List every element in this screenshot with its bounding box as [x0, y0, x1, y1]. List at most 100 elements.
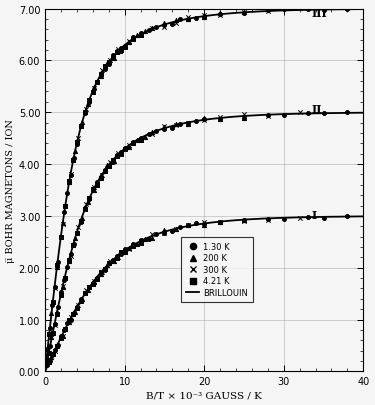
Point — [106, 61, 112, 68]
Point — [68, 253, 74, 259]
Point — [118, 249, 124, 256]
Point — [150, 26, 156, 32]
Point — [94, 79, 100, 86]
Point — [161, 24, 167, 31]
X-axis label: B/T × 10⁻³ GAUSS / K: B/T × 10⁻³ GAUSS / K — [146, 390, 262, 399]
Point — [185, 222, 191, 229]
Point — [74, 141, 80, 148]
Point — [161, 230, 167, 237]
Point — [78, 218, 84, 224]
Point — [106, 60, 112, 66]
Point — [58, 290, 64, 296]
Point — [98, 175, 104, 181]
Point — [122, 249, 128, 256]
Point — [79, 215, 85, 222]
Point — [60, 220, 66, 226]
Point — [304, 7, 310, 13]
Point — [106, 260, 112, 266]
Point — [126, 40, 132, 47]
Point — [146, 28, 152, 34]
Point — [201, 13, 207, 19]
Point — [153, 25, 159, 32]
Point — [60, 283, 66, 289]
Point — [265, 217, 271, 224]
Point — [161, 227, 167, 234]
Point — [126, 38, 132, 45]
Point — [68, 173, 74, 179]
Point — [52, 285, 58, 292]
Point — [102, 167, 108, 174]
Point — [45, 356, 51, 363]
Point — [99, 173, 105, 179]
Point — [49, 303, 55, 309]
Point — [265, 217, 271, 223]
Point — [201, 15, 207, 21]
Point — [170, 228, 176, 234]
Point — [111, 258, 117, 264]
Point — [84, 287, 90, 293]
Point — [193, 119, 199, 125]
Point — [94, 179, 100, 186]
Y-axis label: μ̅ BOHR MAGNETONS / ION: μ̅ BOHR MAGNETONS / ION — [6, 119, 15, 262]
Point — [126, 245, 132, 251]
Point — [241, 9, 247, 16]
Point — [138, 135, 144, 141]
Point — [201, 219, 207, 225]
Point — [92, 278, 98, 285]
Point — [54, 342, 60, 348]
Point — [104, 262, 110, 269]
Point — [78, 298, 84, 305]
Point — [75, 224, 81, 231]
Point — [58, 292, 64, 298]
Text: I: I — [312, 209, 317, 220]
Point — [47, 358, 53, 364]
Point — [173, 226, 179, 232]
Point — [201, 116, 207, 122]
Point — [150, 131, 156, 138]
Point — [62, 326, 68, 332]
Point — [130, 139, 136, 146]
Point — [79, 296, 85, 303]
Point — [78, 296, 84, 302]
Point — [217, 219, 223, 226]
Point — [62, 275, 68, 282]
Point — [72, 235, 78, 242]
Point — [64, 190, 70, 196]
Point — [66, 258, 72, 265]
Point — [173, 121, 179, 128]
Point — [173, 17, 179, 24]
Point — [114, 50, 120, 56]
Point — [74, 230, 80, 236]
Point — [185, 17, 191, 23]
Point — [58, 234, 64, 241]
Point — [122, 246, 128, 252]
Point — [185, 121, 191, 127]
Point — [141, 236, 147, 243]
Point — [177, 224, 183, 230]
Point — [104, 163, 110, 169]
Point — [281, 7, 287, 14]
Point — [98, 269, 104, 276]
Point — [201, 115, 207, 122]
Point — [185, 122, 191, 128]
Point — [61, 209, 67, 216]
Point — [60, 284, 66, 290]
Point — [321, 7, 327, 14]
Point — [74, 230, 80, 237]
Point — [82, 290, 88, 296]
Point — [201, 117, 207, 124]
Point — [102, 266, 108, 273]
Point — [107, 258, 113, 264]
Point — [297, 109, 303, 116]
Point — [138, 238, 144, 244]
Point — [68, 317, 74, 323]
Point — [102, 267, 108, 273]
Point — [150, 129, 156, 136]
Point — [86, 195, 92, 202]
Point — [98, 269, 104, 276]
Point — [102, 67, 108, 73]
Point — [304, 215, 310, 221]
Point — [130, 243, 136, 250]
Point — [134, 137, 140, 143]
Point — [217, 219, 223, 225]
